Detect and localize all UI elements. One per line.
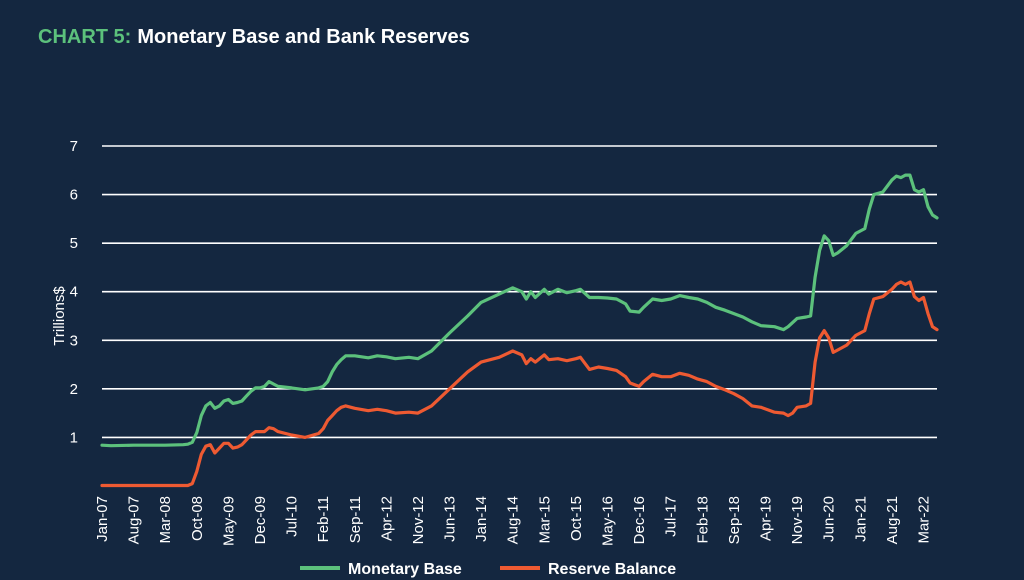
y-tick-label: 4 (70, 284, 78, 301)
x-tick-label: Jun-20 (821, 496, 838, 542)
y-tick-label: 5 (70, 235, 78, 252)
chart-number: CHART 5: (38, 26, 132, 48)
x-tick-label: Mar-22 (916, 496, 933, 544)
x-tick-label: May-16 (600, 496, 617, 546)
x-tick-label: Jan-21 (852, 496, 869, 542)
chart-title-text: Monetary Base and Bank Reserves (137, 26, 470, 48)
y-tick-label: 7 (70, 138, 78, 155)
y-axis-title: Trillions$ (51, 286, 68, 346)
x-tick-label: Nov-12 (410, 496, 427, 544)
chart-title: CHART 5: Monetary Base and Bank Reserves (38, 26, 470, 49)
y-tick-label: 3 (70, 332, 78, 349)
x-tick-label: Oct-15 (568, 496, 585, 541)
x-tick-label: Mar-15 (536, 496, 553, 544)
y-tick-label: 1 (70, 429, 78, 446)
x-tick-label: Jan-14 (473, 496, 490, 542)
x-tick-label: Mar-08 (157, 496, 174, 544)
series-line-reserve-balance (100, 280, 939, 488)
x-tick-label: Apr-19 (758, 496, 775, 541)
x-tick-label: Dec-16 (631, 496, 648, 544)
x-tick-label: Aug-21 (884, 496, 901, 544)
x-tick-label: Feb-18 (694, 496, 711, 544)
legend-label-monetary-base: Monetary Base (348, 561, 462, 578)
x-tick-label: Jun-13 (442, 496, 459, 542)
x-tick-label: Jul-10 (284, 496, 301, 537)
x-tick-label: Aug-07 (126, 496, 143, 544)
x-tick-label: Nov-19 (789, 496, 806, 544)
legend: Monetary Base Reserve Balance (300, 561, 676, 578)
series-lines (100, 173, 939, 488)
x-tick-label: May-09 (220, 496, 237, 546)
x-tick-label: Jan-07 (94, 496, 111, 542)
x-tick-label: Oct-08 (189, 496, 206, 541)
x-tick-label: Sep-18 (726, 496, 743, 544)
x-tick-label: Apr-12 (378, 496, 395, 541)
series-line-monetary-base (100, 173, 939, 448)
y-tick-label: 6 (70, 187, 78, 204)
x-tick-label: Sep-11 (347, 496, 364, 543)
y-tick-label: 2 (70, 381, 78, 398)
x-tick-label: Jul-17 (663, 496, 680, 537)
x-tick-label: Feb-11 (315, 496, 332, 542)
y-axis-ticks: 1 2 3 4 5 6 7 (70, 138, 78, 446)
x-tick-label: Aug-14 (505, 496, 522, 544)
legend-label-reserve-balance: Reserve Balance (548, 561, 676, 578)
gridlines (102, 145, 937, 439)
x-tick-label: Dec-09 (252, 496, 269, 544)
x-axis-ticks: Jan-07 Aug-07 Mar-08 Oct-08 May-09 Dec-09 Jul-… (94, 496, 933, 546)
